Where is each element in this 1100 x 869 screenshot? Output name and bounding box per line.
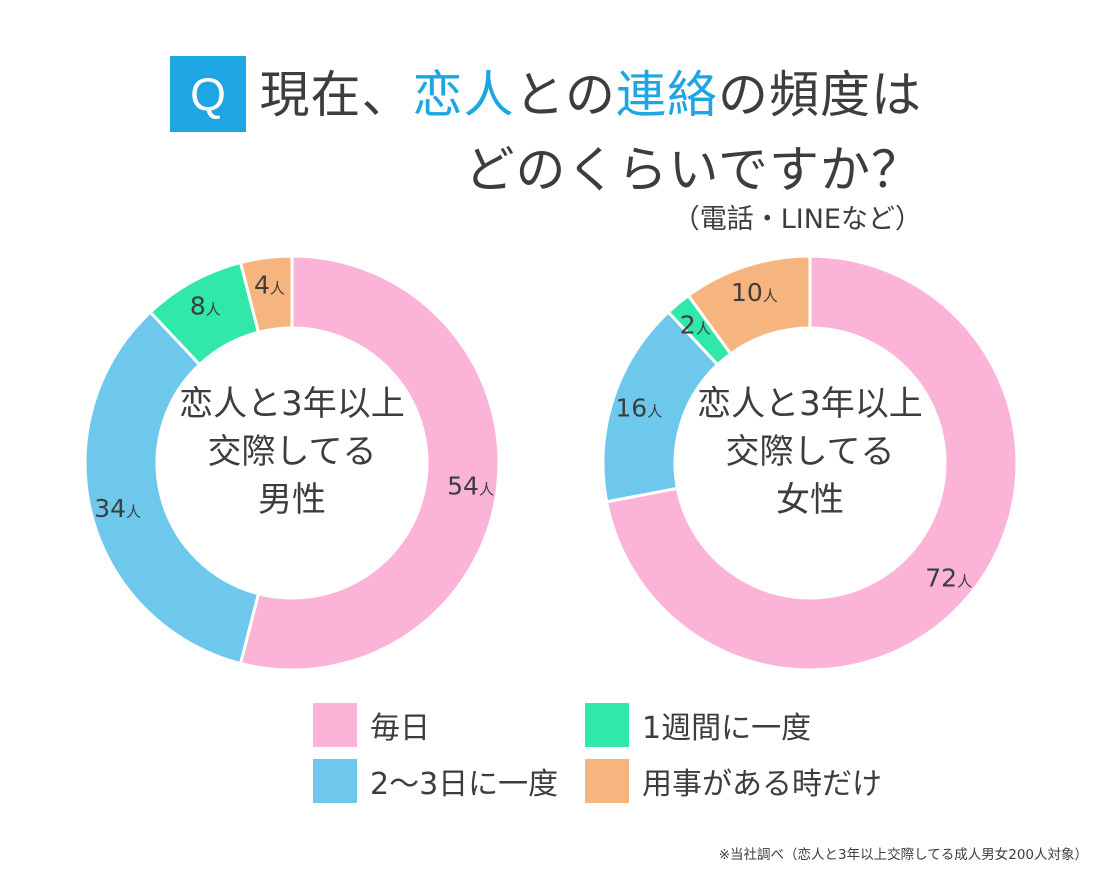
legend-label: 2〜3日に一度 xyxy=(370,767,559,802)
legend-swatch xyxy=(313,759,357,803)
legend-item-when-needed: 用事がある時だけ xyxy=(585,758,882,804)
legend-label: 1週間に一度 xyxy=(642,711,812,746)
title-text: の頻度は xyxy=(718,66,922,124)
donut-value-label: 54人 xyxy=(447,472,494,501)
donut-center-label: 恋人と3年以上 xyxy=(179,384,405,424)
donut-value-label: 8人 xyxy=(190,291,221,320)
question-note: （電話・LINEなど） xyxy=(672,204,922,235)
question-title-line2: どのくらいですか？ xyxy=(464,141,922,199)
donut-value-label: 16人 xyxy=(615,393,662,422)
donut-center-label: 交際してる xyxy=(726,432,895,472)
donut-center-label: 女性 xyxy=(776,480,844,520)
legend-swatch xyxy=(585,759,629,803)
title-highlight-contact: 連絡 xyxy=(616,66,718,124)
legend-item-every-few-days: 2〜3日に一度 xyxy=(313,758,558,804)
legend-label: 毎日 xyxy=(370,711,430,746)
question-title-line1: 現在、恋人との連絡の頻度は xyxy=(260,70,923,120)
donut-slice xyxy=(604,254,1019,672)
legend-swatch xyxy=(585,703,629,747)
donut-value-label: 4人 xyxy=(254,270,285,299)
title-text: 現在、 xyxy=(259,66,413,124)
legend-swatch xyxy=(313,703,357,747)
footnote: ※当社調べ（恋人と3年以上交際してる成人男女200人対象） xyxy=(718,847,1088,863)
donut-slice xyxy=(686,254,812,356)
legend-item-weekly: 1週間に一度 xyxy=(585,702,811,748)
donut-value-label: 72人 xyxy=(925,564,972,593)
title-text: との xyxy=(514,66,616,124)
donut-slice xyxy=(83,309,261,666)
title-highlight-lover: 恋人 xyxy=(412,66,515,124)
donut-slice xyxy=(238,254,501,672)
donut-value-label: 10人 xyxy=(731,278,778,307)
donut-center-label: 恋人と3年以上 xyxy=(697,384,923,424)
legend-label: 用事がある時だけ xyxy=(642,767,882,802)
donut-slice xyxy=(238,254,294,335)
donut-center-label: 交際してる xyxy=(208,432,377,472)
donut-center-label: 男性 xyxy=(258,480,326,520)
legend-item-daily: 毎日 xyxy=(313,702,430,748)
donut-value-label: 34人 xyxy=(94,494,141,523)
question-badge: Q xyxy=(170,56,246,132)
donut-value-label: 2人 xyxy=(680,310,711,339)
